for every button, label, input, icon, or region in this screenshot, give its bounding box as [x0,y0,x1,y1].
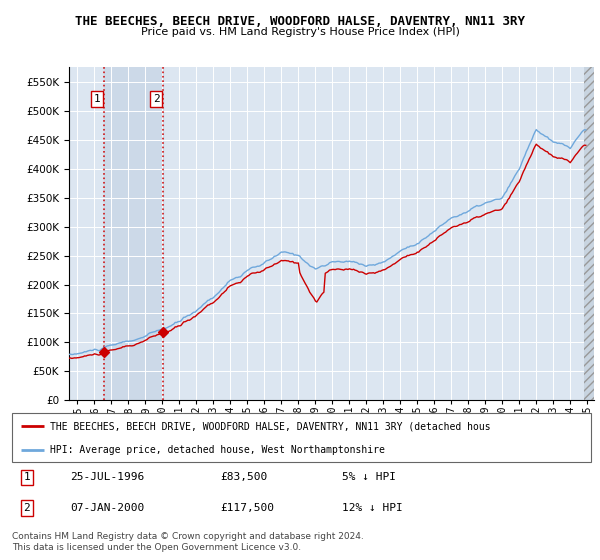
Text: £83,500: £83,500 [220,473,268,482]
Bar [584,67,594,400]
Text: 5% ↓ HPI: 5% ↓ HPI [342,473,396,482]
Text: 12% ↓ HPI: 12% ↓ HPI [342,503,403,513]
Text: 25-JUL-1996: 25-JUL-1996 [70,473,144,482]
Text: THE BEECHES, BEECH DRIVE, WOODFORD HALSE, DAVENTRY, NN11 3RY (detached hous: THE BEECHES, BEECH DRIVE, WOODFORD HALSE… [50,421,490,431]
Text: 2: 2 [153,94,160,104]
Text: 2: 2 [23,503,31,513]
Text: 07-JAN-2000: 07-JAN-2000 [70,503,144,513]
Text: £117,500: £117,500 [220,503,274,513]
Bar [104,67,163,400]
Text: Price paid vs. HM Land Registry's House Price Index (HPI): Price paid vs. HM Land Registry's House … [140,27,460,37]
Text: 1: 1 [94,94,101,104]
Text: THE BEECHES, BEECH DRIVE, WOODFORD HALSE, DAVENTRY, NN11 3RY: THE BEECHES, BEECH DRIVE, WOODFORD HALSE… [75,15,525,28]
FancyBboxPatch shape [12,413,591,462]
Text: HPI: Average price, detached house, West Northamptonshire: HPI: Average price, detached house, West… [50,445,385,455]
Text: This data is licensed under the Open Government Licence v3.0.: This data is licensed under the Open Gov… [12,543,301,552]
Text: 1: 1 [23,473,31,482]
Text: Contains HM Land Registry data © Crown copyright and database right 2024.: Contains HM Land Registry data © Crown c… [12,532,364,541]
